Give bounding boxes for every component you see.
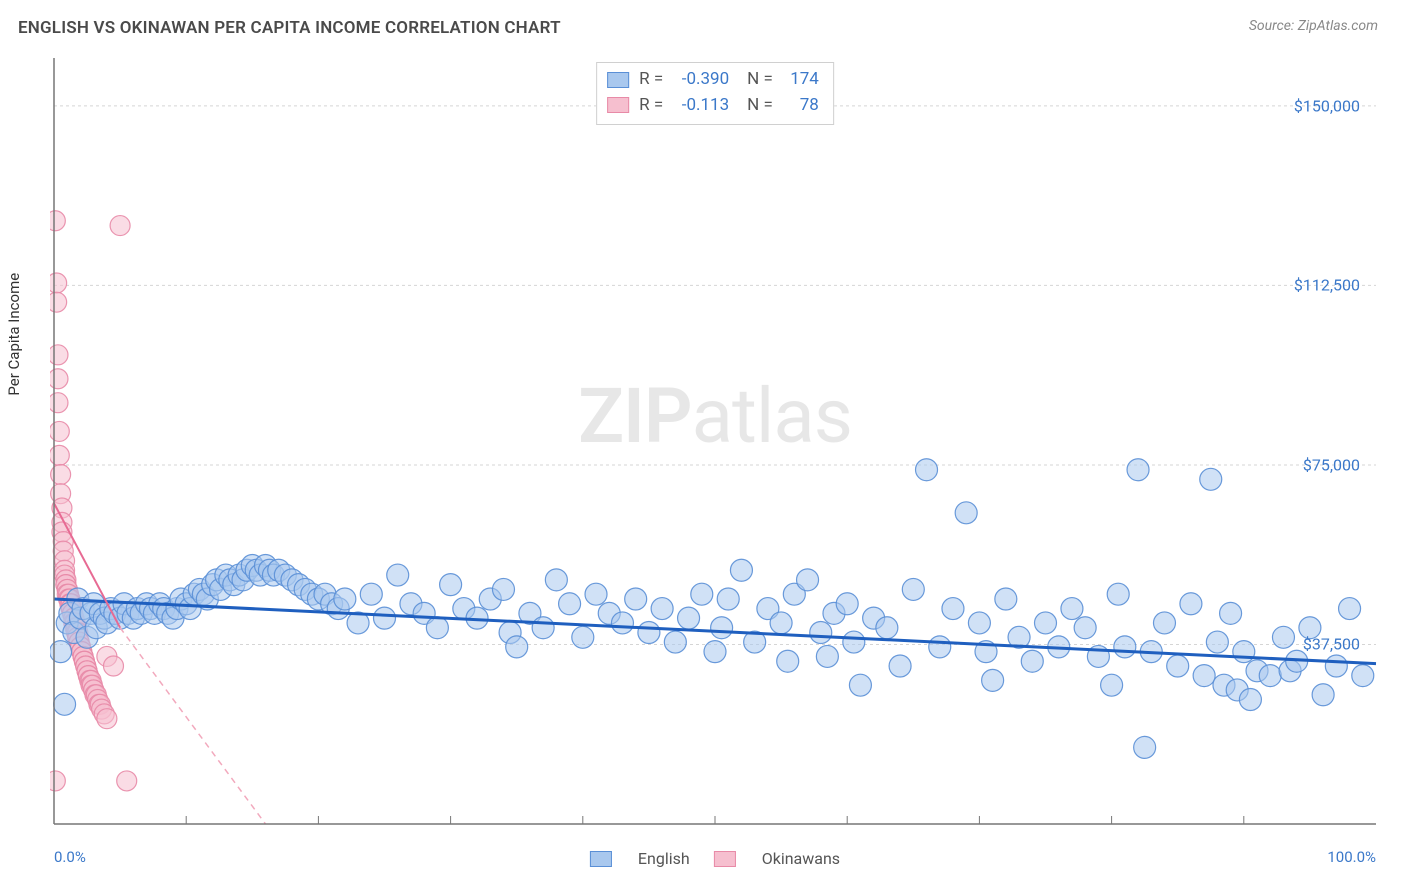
chart-title: ENGLISH VS OKINAWAN PER CAPITA INCOME CO…: [18, 18, 561, 38]
chart-source: Source: ZipAtlas.com: [1249, 18, 1378, 34]
chart-area: Per Capita Income $37,500$75,000$112,500…: [50, 54, 1380, 842]
y-tick-label: $75,000: [1303, 455, 1360, 474]
legend-english-swatch-icon: [590, 851, 612, 867]
scatter-plot: [50, 54, 1380, 842]
correlation-stats: R = -0.390 N = 174 R = -0.113 N = 78: [596, 62, 834, 125]
x-min-label: 0.0%: [54, 848, 86, 866]
legend: English Okinawans: [590, 849, 840, 868]
x-max-label: 100.0%: [1327, 848, 1376, 866]
y-tick-label: $37,500: [1303, 635, 1360, 654]
legend-okinawan-swatch-icon: [714, 851, 736, 867]
y-tick-label: $112,500: [1294, 276, 1360, 295]
okinawan-swatch-icon: [607, 97, 629, 113]
y-axis-label: Per Capita Income: [5, 273, 23, 396]
stats-row-english: R = -0.390 N = 174: [607, 67, 819, 93]
stats-row-okinawan: R = -0.113 N = 78: [607, 93, 819, 119]
english-swatch-icon: [607, 72, 629, 88]
y-tick-label: $150,000: [1294, 96, 1360, 115]
legend-okinawan-label: Okinawans: [762, 849, 840, 868]
legend-english-label: English: [638, 849, 690, 868]
